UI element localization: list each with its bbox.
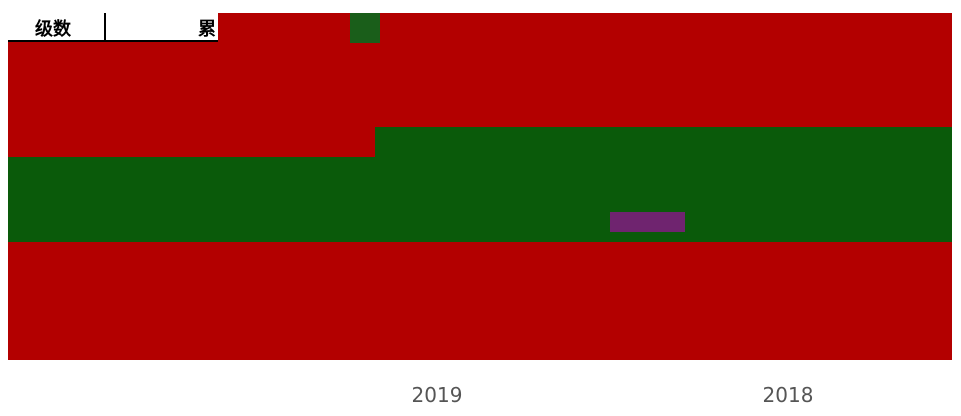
year-label: 2018 (763, 383, 814, 407)
header-cumulative: 累 (198, 19, 216, 40)
header-level: 级数 (35, 18, 72, 40)
magenta-fragment (610, 212, 685, 232)
year-label: 2019 (412, 383, 463, 407)
green-fragment (545, 212, 575, 242)
page: 级数 累 2019 2018 (() => { const data = JSO… (0, 0, 961, 416)
screenshot: 级数 累 2019 2018 (0, 0, 961, 416)
green-band-top (460, 127, 952, 159)
green-fragment (490, 212, 515, 242)
glitch-block (350, 13, 380, 43)
green-fragment (430, 212, 460, 242)
green-fragment (375, 127, 460, 157)
green-band (8, 157, 952, 242)
